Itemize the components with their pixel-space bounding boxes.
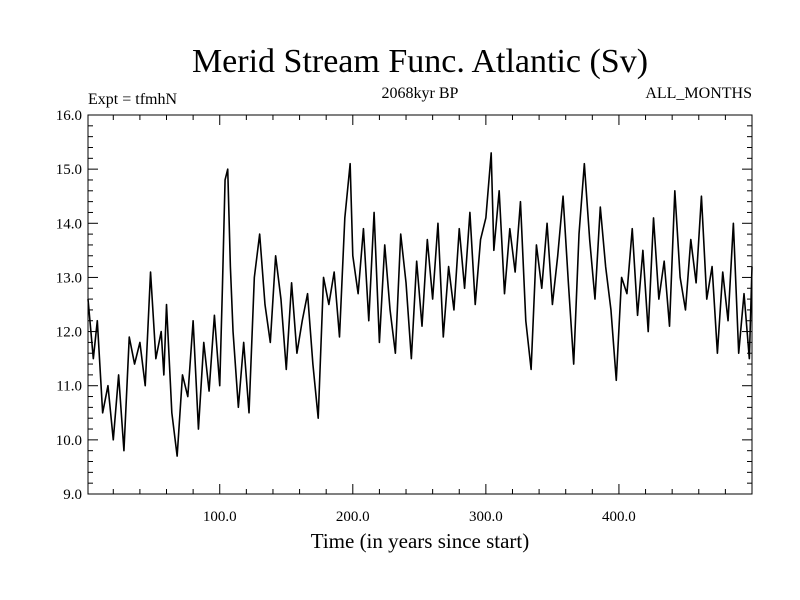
y-tick-label: 9.0 [63, 487, 82, 503]
plot-frame [87, 114, 753, 495]
y-tick-label: 10.0 [56, 433, 82, 449]
period-label: 2068kyr BP [382, 85, 459, 102]
y-tick-label: 14.0 [56, 216, 82, 232]
series-line [87, 152, 753, 457]
y-tick-label: 12.0 [56, 325, 82, 341]
x-tick-label: 300.0 [469, 509, 503, 525]
chart-title: Merid Stream Func. Atlantic (Sv) [192, 43, 648, 80]
y-tick-label: 11.0 [56, 379, 82, 395]
x-tick-label: 400.0 [602, 509, 636, 525]
experiment-label: Expt = tfmhN [88, 91, 177, 108]
y-tick-label: 13.0 [56, 270, 82, 286]
axis-tick-labels: 9.0 10.0 11.0 12.0 13.0 14.0 15.0 16.0 100.0 200.… [56, 108, 636, 525]
x-tick-label: 100.0 [203, 509, 237, 525]
months-label: ALL_MONTHS [645, 85, 752, 102]
y-tick-label: 16.0 [56, 108, 82, 124]
y-tick-label: 15.0 [56, 162, 82, 178]
x-tick-label: 200.0 [336, 509, 370, 525]
x-axis-label: Time (in years since start) [311, 529, 530, 553]
